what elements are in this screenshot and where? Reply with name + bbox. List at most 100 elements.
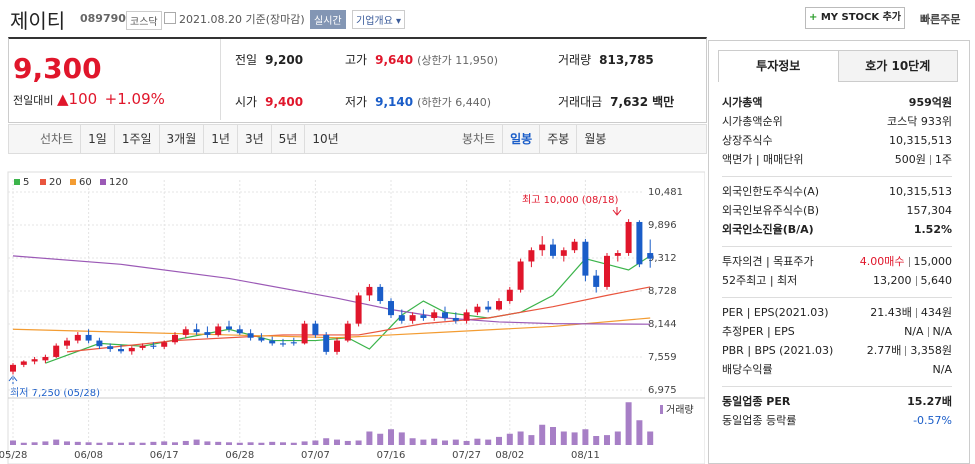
period-tab[interactable]: 1일: [80, 125, 114, 153]
candle-body: [647, 253, 654, 259]
volume-bar: [593, 436, 600, 445]
volume-bar: [312, 440, 319, 445]
invest-group: 동일업종 PER 15.27배 동일업종 등락률 -0.57%: [722, 387, 952, 437]
quote-item: 저가 9,140 (하한가 6,440): [345, 93, 491, 110]
chart-frame: [7, 171, 705, 464]
change: 100: [68, 90, 98, 108]
candle-body: [334, 340, 340, 352]
invest-values: N/A N/A: [904, 322, 952, 341]
market-badge: 코스닥: [126, 11, 162, 30]
period-tab[interactable]: 3년: [236, 125, 271, 153]
overview-button[interactable]: 기업개요 ▾: [352, 10, 406, 29]
volume-bar: [431, 438, 438, 445]
volume-bar: [301, 441, 308, 445]
candle-body: [215, 326, 222, 335]
candle-body: [258, 337, 265, 341]
invest-value2: 15,000: [908, 256, 952, 267]
candle-body: [582, 241, 589, 276]
period-tab[interactable]: 일봉: [502, 125, 539, 153]
quote-label: 고가: [345, 53, 368, 67]
invest-label: PER | EPS(2021.03): [722, 306, 829, 319]
invest-label: 액면가 | 매매단위: [722, 153, 804, 166]
invest-values: 959억원: [909, 93, 952, 112]
x-tick-label: 07/16: [377, 450, 406, 461]
volume-bar: [625, 402, 632, 445]
invest-value2: 5,640: [915, 275, 952, 286]
volume-bar: [247, 442, 254, 445]
period-tab[interactable]: 5년: [270, 125, 305, 153]
volume-bar: [604, 435, 610, 445]
candle-body: [474, 306, 481, 313]
candle-body: [204, 332, 211, 335]
invest-row: PBR | BPS (2021.03) 2.77배 3,358원: [722, 341, 952, 360]
legend-swatch: [14, 179, 20, 185]
invest-tab[interactable]: 호가 10단계: [838, 50, 958, 82]
candle-body: [118, 349, 124, 352]
realtime-badge[interactable]: 실시간: [310, 10, 346, 29]
x-tick-label: 06/17: [150, 450, 179, 461]
low-annotation: 최저 7,250 (05/28): [10, 387, 100, 399]
invest-values: 157,304: [907, 201, 953, 220]
divider: [220, 39, 221, 120]
period-tab[interactable]: 1주일: [113, 125, 159, 153]
invest-values: 21.43배 434원: [870, 303, 952, 322]
invest-row: 시가총액순위 코스닥 933위: [722, 112, 952, 131]
candle-body: [247, 333, 254, 338]
quote-value: 9,200: [265, 53, 304, 67]
candle-body: [431, 312, 438, 318]
candle-body: [452, 317, 459, 321]
volume-bar: [10, 440, 16, 445]
volume-bar: [539, 424, 546, 445]
candle-body: [560, 250, 567, 256]
quote-value: 813,785: [599, 53, 654, 67]
candle-body: [150, 345, 157, 347]
invest-tab[interactable]: 투자정보: [718, 50, 839, 82]
volume-bar: [344, 440, 351, 445]
quote-note: (상한가 11,950): [417, 54, 498, 67]
period-tab[interactable]: 주봉: [539, 125, 576, 153]
period-tab[interactable]: 3개월: [158, 125, 204, 153]
invest-row: 액면가 | 매매단위 500원 1주: [722, 150, 952, 169]
volume-bar: [571, 432, 578, 445]
invest-group: 투자의견 | 목표주가 4.00매수 15,000 52주최고 | 최저 13,200 5…: [722, 247, 952, 298]
volume-bar: [452, 439, 459, 445]
volume-bar: [496, 436, 502, 445]
quick-order[interactable]: 빠른주문: [920, 13, 961, 26]
volume-bar: [463, 440, 470, 445]
invest-row: 동일업종 PER 15.27배: [722, 392, 952, 411]
invest-values: 2.77배 3,358원: [867, 341, 952, 360]
candle-body: [614, 253, 621, 256]
volume-bar: [506, 433, 513, 445]
invest-value2: 3,358원: [905, 345, 952, 356]
volume-bar: [258, 442, 265, 445]
quote-item: 거래대금 7,632 백만: [558, 93, 674, 110]
overview-text: 기업개요: [356, 16, 393, 27]
quote-value: 7,632: [610, 95, 649, 109]
invest-value: 10,315,513: [889, 185, 952, 198]
legend-label: 20: [49, 177, 62, 188]
candle-body: [388, 301, 394, 316]
period-tab[interactable]: 1년: [203, 125, 237, 153]
volume-bar: [647, 431, 654, 445]
volume-bar: [215, 441, 222, 445]
period-tab: 선차트: [40, 132, 74, 146]
high-annotation: 최고 10,000 (08/18): [522, 194, 618, 206]
invest-value: N/A: [932, 363, 952, 376]
invest-values: 15.27배: [907, 392, 952, 411]
candle-body: [528, 250, 535, 262]
candle-body: [182, 329, 189, 335]
invest-row: 투자의견 | 목표주가 4.00매수 15,000: [722, 252, 952, 271]
volume-bar: [474, 438, 481, 445]
period-tab[interactable]: 10년: [304, 125, 345, 153]
quote-item: 전일 9,200: [235, 51, 303, 68]
volume-bar: [139, 442, 146, 445]
period-tab[interactable]: 월봉: [576, 125, 613, 153]
invest-value: 4.00매수: [859, 255, 905, 268]
mystock-button[interactable]: + MY STOCK 추가: [805, 7, 905, 29]
x-tick-label: 08/11: [571, 450, 600, 461]
volume-bar: [528, 435, 535, 445]
candle-body: [269, 340, 276, 344]
y-tick-label: 8,144: [648, 319, 677, 330]
tab-bar: 선차트 1일 1주일 3개월 1년 3년 5년 10년 봉차트 일봉 주봉 월봉: [8, 124, 707, 154]
candle-body: [398, 315, 405, 321]
